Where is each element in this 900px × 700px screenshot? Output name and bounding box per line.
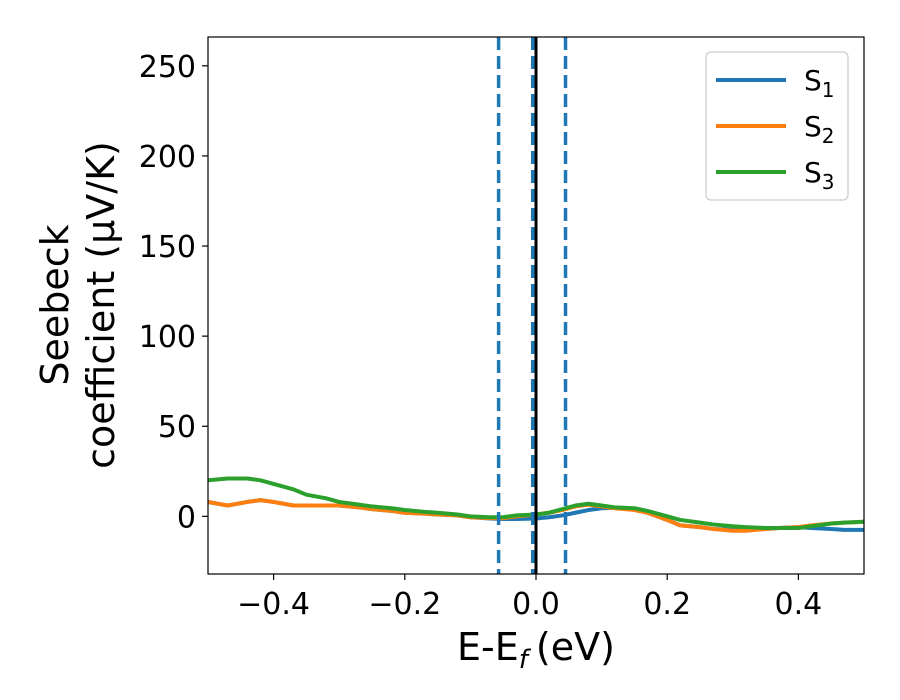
y-axis-title: Seebeck coefficient (μV/K) bbox=[33, 141, 123, 469]
x-tick-label: 0.2 bbox=[643, 587, 691, 622]
x-tick-label: −0.4 bbox=[237, 587, 310, 622]
plot-content bbox=[208, 37, 864, 574]
y-tick-label: 250 bbox=[139, 50, 196, 85]
x-axis-title-unit: (eV) bbox=[536, 625, 615, 669]
x-tick-label: −0.2 bbox=[368, 587, 441, 622]
x-tick-label: 0.4 bbox=[775, 587, 823, 622]
y-tick-label: 200 bbox=[139, 140, 196, 175]
axes: −0.4 −0.2 0.0 0.2 0.4 0 50 100 150 200 250 bbox=[139, 50, 823, 622]
series-line-s3 bbox=[208, 476, 864, 531]
y-tick-label: 100 bbox=[139, 320, 196, 355]
y-tick-label: 50 bbox=[158, 410, 196, 445]
legend-label-s3: S3 bbox=[804, 156, 835, 194]
y-axis-title-line2: coefficient (μV/K) bbox=[79, 141, 123, 469]
plot-area bbox=[208, 37, 864, 574]
y-tick-label: 0 bbox=[177, 500, 196, 535]
x-axis-title: E-Ef (eV) bbox=[457, 625, 615, 675]
legend: S1 S2 S3 bbox=[705, 51, 849, 201]
legend-label-s2: S2 bbox=[804, 110, 835, 148]
y-axis-title-line1: Seebeck bbox=[33, 224, 77, 385]
x-axis-title-main: E-E bbox=[457, 625, 519, 669]
legend-label-s1: S1 bbox=[804, 64, 835, 102]
x-tick-label: 0.0 bbox=[512, 587, 560, 622]
y-tick-label: 150 bbox=[139, 230, 196, 265]
